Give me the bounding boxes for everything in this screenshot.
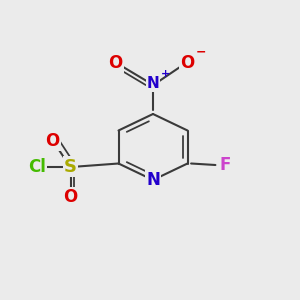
Text: F: F	[219, 156, 231, 174]
Text: Cl: Cl	[28, 158, 46, 175]
Text: −: −	[196, 46, 206, 59]
Text: N: N	[146, 171, 160, 189]
Text: O: O	[108, 54, 123, 72]
Text: O: O	[45, 132, 60, 150]
Text: O: O	[63, 188, 78, 206]
Text: O: O	[180, 54, 195, 72]
Text: +: +	[160, 69, 170, 79]
Text: S: S	[64, 158, 77, 175]
Text: N: N	[147, 76, 159, 92]
